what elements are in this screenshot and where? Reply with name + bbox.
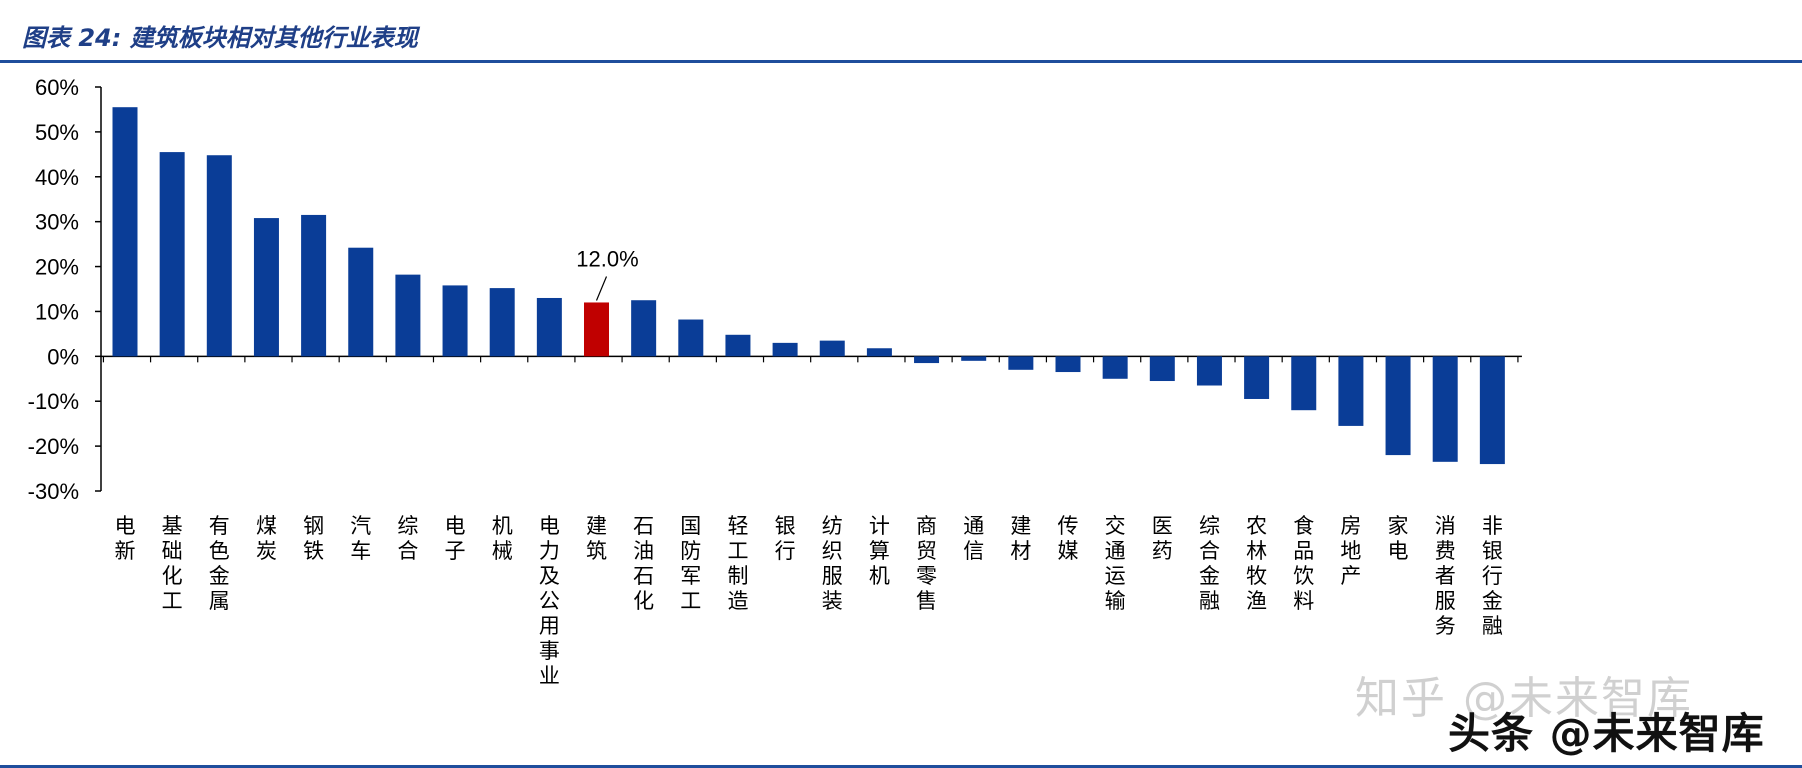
highlight-leader-line xyxy=(595,276,608,301)
x-category-label: 通信 xyxy=(963,514,984,563)
x-category-label: 商贸零售 xyxy=(916,514,937,613)
bar xyxy=(1432,356,1458,462)
x-category-label: 石油石化 xyxy=(633,514,654,613)
toutiao-watermark: 头条 @未来智库 xyxy=(1448,709,1765,758)
x-category-label: 国防军工 xyxy=(680,514,701,613)
x-category-label: 汽车 xyxy=(350,514,371,563)
x-category-label: 计算机 xyxy=(869,514,890,588)
y-tick-label: -10% xyxy=(28,389,79,414)
x-category-label: 交通运输 xyxy=(1105,514,1126,613)
x-category-label: 机械 xyxy=(492,514,513,563)
x-category-label: 医药 xyxy=(1152,514,1173,563)
y-tick-label: 40% xyxy=(35,165,79,190)
chart-title: 图表 24: 建筑板块相对其他行业表现 xyxy=(22,24,418,52)
y-tick-label: 50% xyxy=(35,120,79,145)
x-category-label: 综合金融 xyxy=(1199,514,1220,613)
chart-header: 图表 24: 建筑板块相对其他行业表现 xyxy=(0,0,1802,63)
bar-highlight xyxy=(584,302,609,357)
x-category-label: 传媒 xyxy=(1058,514,1079,563)
x-category-label: 家电 xyxy=(1388,514,1409,563)
x-category-label: 电力及公用事业 xyxy=(539,514,560,688)
bar xyxy=(1055,356,1081,373)
bar xyxy=(112,107,138,357)
x-category-label: 纺织服装 xyxy=(822,514,843,613)
bar xyxy=(678,319,704,357)
x-category-label: 基础化工 xyxy=(162,514,183,613)
bar xyxy=(301,214,327,357)
y-tick-label: 60% xyxy=(35,75,79,100)
bar xyxy=(819,340,845,357)
bar xyxy=(536,297,562,357)
y-tick-label: 10% xyxy=(35,299,79,324)
bar-chart: 60% 50% 40% 30% 20% 10% 0% -10% -20% -30% 电新 基础化工 有色… xyxy=(28,75,1522,688)
y-tick-label: 30% xyxy=(35,210,79,235)
bar xyxy=(1244,356,1270,399)
x-category-label: 钢铁 xyxy=(303,514,324,563)
zhihu-watermark: 知乎 @未来智库 xyxy=(1355,673,1693,724)
bar xyxy=(1149,356,1175,382)
bar xyxy=(1008,356,1034,370)
bar xyxy=(725,334,751,357)
bar xyxy=(1102,356,1128,379)
y-tick-label: 0% xyxy=(47,344,79,369)
bar xyxy=(489,288,515,357)
title-underline xyxy=(0,60,1802,63)
bar xyxy=(206,155,232,357)
bar xyxy=(772,342,798,357)
bar xyxy=(1385,356,1411,456)
y-tick-label: 20% xyxy=(35,255,79,280)
x-category-label: 煤炭 xyxy=(256,514,277,563)
bar xyxy=(1338,356,1364,426)
bar xyxy=(1196,356,1222,386)
x-category-label: 农林牧渔 xyxy=(1246,514,1267,613)
bar xyxy=(395,274,421,357)
x-category-label: 消费者服务 xyxy=(1435,514,1456,638)
x-category-label: 非银行金融 xyxy=(1482,514,1503,638)
bar xyxy=(348,247,374,357)
bar xyxy=(442,285,468,357)
bar xyxy=(914,356,940,364)
bar xyxy=(961,356,987,361)
x-category-label: 有色金属 xyxy=(209,514,230,613)
bottom-rule xyxy=(0,765,1802,768)
x-category-label: 电新 xyxy=(115,514,136,563)
x-category-label: 建材 xyxy=(1010,514,1031,563)
bar xyxy=(1479,356,1505,465)
x-category-label: 房地产 xyxy=(1340,514,1361,588)
x-category-label: 综合 xyxy=(397,514,418,563)
x-category-label: 电子 xyxy=(445,514,466,563)
x-category-label: 食品饮料 xyxy=(1293,514,1314,613)
y-tick-label: -20% xyxy=(28,434,79,459)
x-category-label: 银行 xyxy=(775,514,796,563)
bar xyxy=(159,152,185,357)
bar xyxy=(866,348,892,357)
y-tick-label: -30% xyxy=(28,479,79,504)
x-category-label: 轻工制造 xyxy=(727,514,748,613)
bar xyxy=(1291,356,1317,411)
bar xyxy=(253,218,279,357)
highlight-data-label: 12.0% xyxy=(576,246,638,271)
x-category-label: 建筑 xyxy=(586,514,607,563)
bar xyxy=(631,300,657,357)
